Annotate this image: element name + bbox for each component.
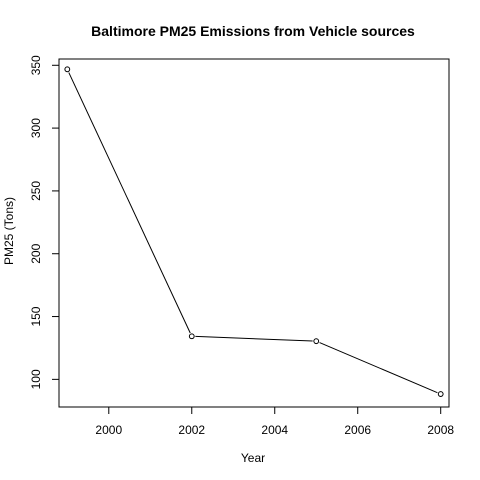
x-tick-label: 2002 <box>178 423 205 437</box>
y-tick-label: 300 <box>29 118 43 138</box>
y-axis: 100 150 200 250 300 350 <box>29 55 60 389</box>
y-tick-label: 250 <box>29 181 43 201</box>
series-line-segment <box>195 335 313 342</box>
x-axis-label: Year <box>241 451 265 465</box>
data-point <box>188 333 195 340</box>
x-tick-label: 2006 <box>344 423 371 437</box>
series-line-segment <box>319 342 438 394</box>
y-tick-label: 350 <box>29 55 43 75</box>
series-line-segment <box>68 72 191 334</box>
x-axis: 2000 2002 2004 2006 2008 <box>95 406 454 437</box>
y-tick-label: 200 <box>29 243 43 263</box>
data-point <box>313 338 320 345</box>
x-tick-label: 2004 <box>261 423 288 437</box>
plot-frame <box>58 58 450 408</box>
y-tick-label: 150 <box>29 306 43 326</box>
chart-title: Baltimore PM25 Emissions from Vehicle so… <box>91 23 415 39</box>
y-axis-label: PM25 (Tons) <box>2 197 16 265</box>
data-point <box>437 391 444 397</box>
x-tick-label: 2000 <box>95 423 122 437</box>
data-point <box>64 66 71 73</box>
x-tick-label: 2008 <box>427 423 454 437</box>
y-tick-label: 100 <box>29 369 43 389</box>
series-layer <box>64 66 444 397</box>
